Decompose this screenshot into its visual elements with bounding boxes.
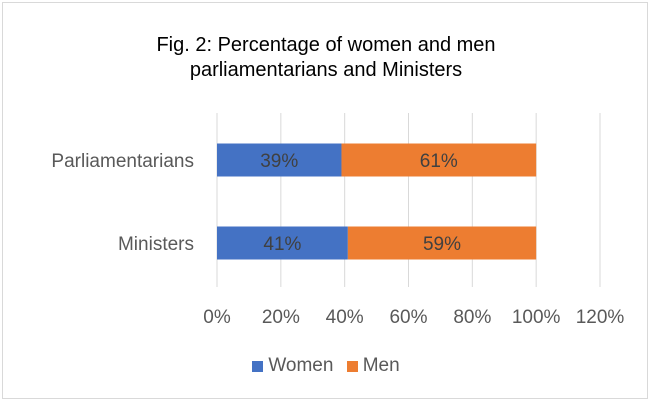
chart-title-line-2: parliamentarians and Ministers <box>189 59 463 81</box>
bar-segments <box>217 143 537 260</box>
data-label: 41% <box>263 234 301 255</box>
x-tick-label: 120% <box>576 307 625 328</box>
x-tick-label: 0% <box>203 307 231 328</box>
data-label: 59% <box>423 234 461 255</box>
value-axis-tick-labels: 0% 20% 40% 60% 80% 100% 120% <box>203 307 624 328</box>
category-label: Parliamentarians <box>51 151 194 172</box>
legend-swatch-women <box>252 360 264 372</box>
data-labels: 39% 61% 41% 59% <box>260 151 461 255</box>
gridlines <box>216 113 601 287</box>
x-tick-label: 20% <box>262 307 300 328</box>
legend-item-women: Women <box>252 355 333 377</box>
bar-men <box>341 143 537 177</box>
x-tick-label: 80% <box>453 307 491 328</box>
category-axis-labels: Parliamentarians Ministers <box>51 151 194 255</box>
data-label: 61% <box>420 151 458 172</box>
bar-women <box>217 143 342 177</box>
data-label: 39% <box>260 151 298 172</box>
chart-title: Fig. 2: Percentage of women and men parl… <box>0 33 652 83</box>
legend-item-men: Men <box>346 355 400 377</box>
legend-label-men: Men <box>362 355 400 376</box>
chart-frame <box>2 2 648 399</box>
bar-women <box>217 226 348 260</box>
x-tick-label: 100% <box>512 307 561 328</box>
x-tick-label: 60% <box>389 307 427 328</box>
legend-label-women: Women <box>268 355 334 376</box>
legend: Women Men <box>0 355 652 378</box>
x-tick-label: 40% <box>326 307 364 328</box>
chart-title-line-1: Fig. 2: Percentage of women and men <box>156 34 496 56</box>
legend-swatch-men <box>346 360 358 372</box>
category-label: Ministers <box>118 234 194 255</box>
bar-men <box>347 226 537 260</box>
